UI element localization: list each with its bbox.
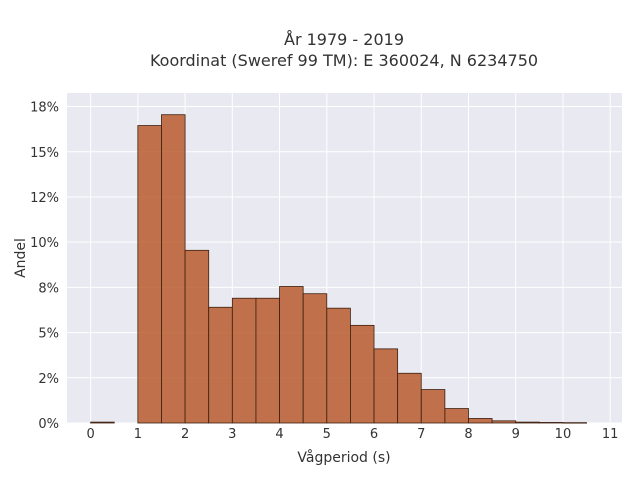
histogram-bar — [397, 372, 422, 424]
bars-group — [90, 114, 587, 424]
histogram-bar — [468, 418, 493, 424]
histogram-bar — [444, 408, 469, 424]
x-tick-label: 2 — [181, 427, 189, 442]
chart-title-line1: År 1979 - 2019 — [284, 30, 404, 49]
y-tick-label: 5% — [38, 327, 59, 342]
x-tick-label: 1 — [134, 427, 142, 442]
histogram-bar — [515, 421, 540, 424]
chart-title-line2: Koordinat (Sweref 99 TM): E 360024, N 62… — [150, 51, 538, 70]
x-tick-label: 5 — [323, 427, 331, 442]
x-tick-label: 4 — [275, 427, 283, 442]
y-axis-ticks: 0% 2% 5% 8% 10% 12% 15% 18% — [30, 101, 59, 432]
histogram-bar — [420, 389, 446, 424]
histogram-bar — [491, 420, 517, 424]
x-tick-label: 7 — [417, 427, 425, 442]
histogram-bar — [161, 114, 186, 424]
histogram-bar — [562, 422, 587, 424]
histogram-bar — [137, 125, 162, 424]
y-tick-label: 2% — [38, 372, 59, 387]
histogram-bar — [184, 249, 210, 424]
x-tick-label: 11 — [602, 427, 619, 442]
x-tick-label: 3 — [228, 427, 236, 442]
histogram-bar — [350, 324, 375, 424]
histogram-bar — [279, 286, 304, 424]
histogram-bar — [538, 422, 564, 424]
histogram-bar — [208, 306, 233, 424]
histogram-bar — [231, 297, 257, 424]
x-tick-label: 6 — [370, 427, 378, 442]
y-tick-label: 12% — [30, 191, 59, 206]
histogram-bar — [90, 421, 115, 424]
x-tick-label: 8 — [464, 427, 472, 442]
y-tick-label: 10% — [30, 236, 59, 251]
y-tick-label: 8% — [38, 281, 59, 296]
x-tick-label: 0 — [86, 427, 94, 442]
histogram-bar — [373, 348, 399, 424]
y-tick-label: 15% — [30, 146, 59, 161]
x-tick-label: 10 — [555, 427, 572, 442]
y-tick-label: 0% — [38, 417, 59, 432]
x-tick-label: 9 — [512, 427, 520, 442]
histogram-bar — [326, 307, 351, 424]
histogram-bar — [302, 293, 328, 424]
y-axis-label: Andel — [13, 238, 29, 278]
x-axis-label: Vågperiod (s) — [297, 449, 390, 466]
y-tick-label: 18% — [30, 101, 59, 116]
x-axis-ticks: 0 1 2 3 4 5 6 7 8 9 10 11 — [86, 427, 618, 442]
histogram-bar — [255, 297, 280, 424]
